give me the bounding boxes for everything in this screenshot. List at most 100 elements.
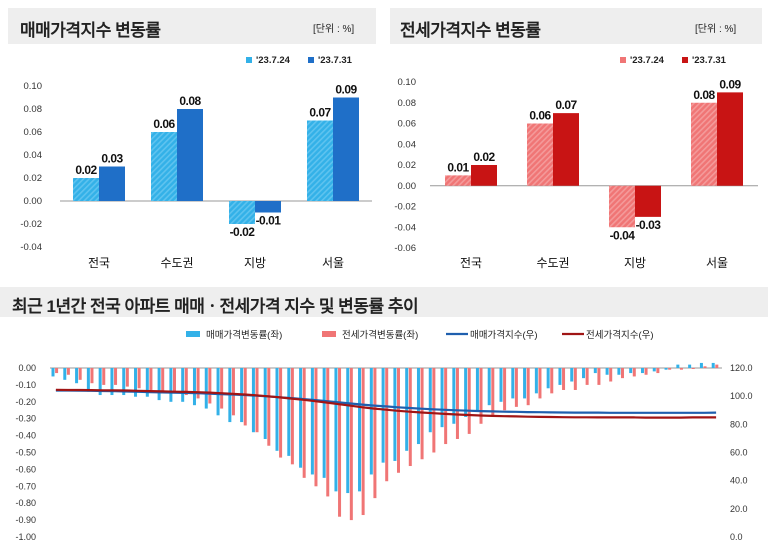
jeonse-data-label: -0.03 (636, 218, 662, 232)
jeonse-bar (635, 185, 661, 217)
trend-jeonse-rate-bar (562, 368, 566, 390)
trend-sale-rate-bar (358, 368, 362, 492)
trend-jeonse-rate-bar (668, 368, 672, 370)
trend-ytick-right: 40.0 (730, 476, 748, 486)
jeonse-category-label: 수도권 (536, 256, 569, 270)
trend-jeonse-rate-bar (290, 368, 294, 465)
trend-ytick-left: -0.40 (15, 431, 36, 441)
jeonse-legend-label: '23.7.31 (692, 55, 727, 66)
jeonse-change-titlebar (390, 8, 762, 44)
trend-sale-rate-bar (251, 368, 255, 433)
jeonse-data-label: 0.07 (555, 98, 577, 112)
trend-sale-rate-bar (640, 368, 644, 374)
jeonse-ytick: -0.06 (394, 243, 416, 254)
trend-chart: 0.00 -0.10 -0.20 -0.30 -0.40 -0.50 -0.60 -0.70 -… (15, 329, 752, 544)
trend-jeonse-rate-bar (373, 368, 377, 499)
trend-sale-rate-bar (369, 368, 373, 475)
sale-category-label: 지방 (244, 256, 266, 270)
trend-jeonse-rate-bar (267, 368, 271, 446)
trend-ytick-left: -0.20 (15, 397, 36, 407)
sale-bar (255, 201, 281, 213)
trend-jeonse-rate-bar (137, 368, 141, 389)
trend-sale-rate-bar (629, 368, 633, 374)
trend-jeonse-rate-bar (326, 368, 330, 497)
trend-sale-rate-bar (145, 368, 149, 397)
sale-category-label: 서울 (322, 256, 344, 270)
trend-jeonse-rate-bar (573, 368, 577, 390)
sale-change-unit: [단위 : %] (313, 24, 355, 35)
sale-change-title: 매매가격지수 변동률 (20, 21, 161, 40)
jeonse-bar (527, 123, 553, 186)
sale-data-label: 0.03 (101, 152, 123, 166)
trend-ytick-left: -0.60 (15, 464, 36, 474)
trend-sale-rate-bar (122, 368, 126, 396)
jeonse-data-label: -0.04 (610, 228, 636, 242)
trend-legend-swatch (322, 331, 336, 337)
trend-sale-rate-bar (310, 368, 314, 475)
sale-ytick: 0.06 (24, 127, 43, 138)
trend-jeonse-rate-bar (385, 368, 389, 482)
jeonse-ytick: 0.00 (398, 181, 417, 192)
trend-jeonse-rate-bar (585, 368, 589, 385)
sale-legend-swatch (246, 57, 252, 63)
jeonse-ytick: 0.10 (398, 77, 417, 88)
trend-jeonse-rate-bar (90, 368, 94, 384)
trend-sale-rate-bar (322, 368, 326, 478)
trend-ytick-left: -0.80 (15, 498, 36, 508)
jeonse-ytick: -0.04 (394, 222, 416, 233)
jeonse-data-label: 0.01 (447, 160, 469, 174)
trend-jeonse-rate-bar (503, 368, 507, 411)
trend-sale-rate-bar (299, 368, 303, 468)
trend-sale-rate-bar (275, 368, 279, 451)
trend-jeonse-rate-bar (78, 368, 82, 380)
trend-sale-rate-bar (169, 368, 173, 402)
trend-sale-rate-bar (63, 368, 67, 380)
trend-jeonse-rate-bar (703, 366, 707, 368)
trend-jeonse-rate-bar (632, 368, 636, 377)
trend-sale-rate-bar (440, 368, 444, 428)
trend-jeonse-rate-bar (679, 368, 683, 370)
trend-jeonse-rate-bar (114, 368, 118, 385)
jeonse-ytick: -0.02 (394, 202, 416, 213)
trend-sale-rate-bar (181, 368, 185, 402)
trend-sale-rate-bar (523, 368, 527, 399)
trend-jeonse-index-line (55, 388, 717, 419)
trend-sale-rate-bar (416, 368, 420, 445)
trend-jeonse-rate-bar (715, 364, 719, 368)
trend-jeonse-rate-bar (361, 368, 365, 516)
trend-jeonse-rate-bar (408, 368, 412, 467)
trend-sale-rate-bar (452, 368, 456, 424)
trend-sale-rate-bar (570, 368, 574, 382)
jeonse-bar (609, 185, 635, 228)
trend-jeonse-rate-bar (102, 368, 106, 385)
trend-legend-label: 매매가격지수(우) (470, 329, 538, 341)
sale-data-label: 0.09 (335, 83, 357, 97)
trend-jeonse-rate-bar (255, 368, 259, 433)
trend-sale-rate-bar (204, 368, 208, 409)
trend-panel: 최근 1년간 전국 아파트 매매ㆍ전세가격 지수 및 변동률 추이 0.00 -0… (0, 287, 768, 544)
trend-ytick-left: -0.10 (15, 380, 36, 390)
trend-jeonse-rate-bar (609, 368, 613, 382)
sale-bar (307, 120, 333, 201)
trend-sale-rate-bar (605, 368, 609, 375)
trend-sale-rate-bar (98, 368, 102, 396)
sale-data-label: 0.06 (153, 117, 175, 131)
jeonse-bar (445, 175, 471, 186)
trend-sale-rate-bar (346, 368, 350, 494)
jeonse-bar (691, 102, 717, 186)
trend-jeonse-rate-bar (55, 368, 59, 374)
trend-jeonse-rate-bar (149, 368, 153, 390)
sale-data-label: 0.07 (309, 106, 331, 120)
trend-jeonse-rate-bar (338, 368, 342, 517)
sale-ytick: 0.02 (24, 173, 43, 184)
jeonse-data-label: 0.08 (693, 88, 715, 102)
trend-sale-rate-bar (287, 368, 291, 456)
trend-sale-rate-bar (86, 368, 90, 392)
trend-sale-rate-bar (617, 368, 621, 375)
jeonse-legend-swatch (620, 57, 626, 63)
jeonse-change-panel: 전세가격지수 변동률 [단위 : %] 0.10 0.08 0.06 0.04 0.02… (390, 8, 762, 278)
trend-titlebar (0, 287, 768, 317)
trend-legend-label: 매매가격변동률(좌) (206, 329, 282, 341)
jeonse-legend-label: '23.7.24 (630, 55, 665, 66)
sale-legend-swatch (308, 57, 314, 63)
